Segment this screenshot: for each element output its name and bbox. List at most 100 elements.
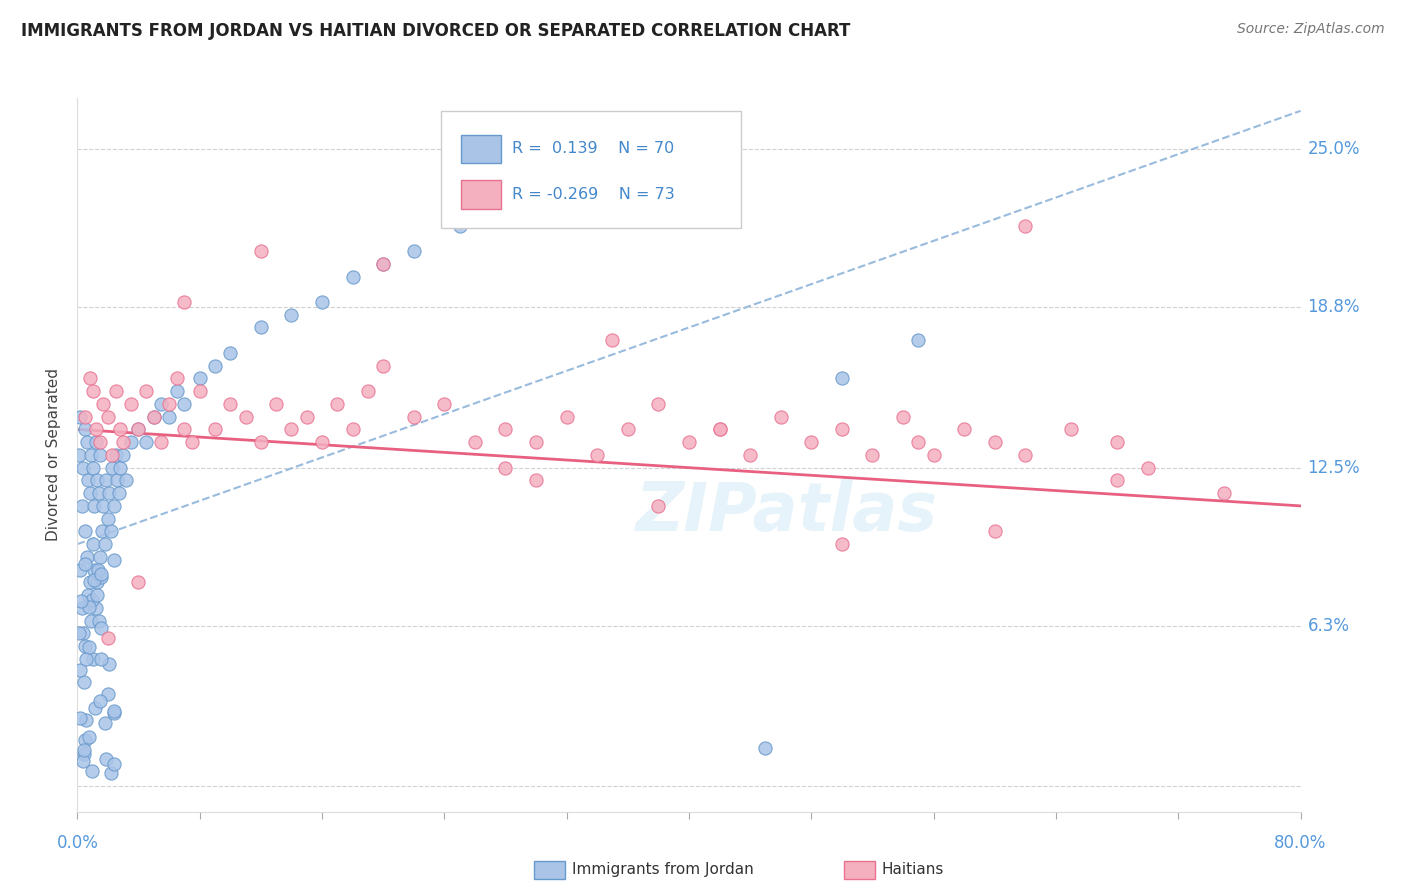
Point [1107,435,1129,450]
Point [91,397,114,411]
Point [524,474,547,488]
Point [357,384,380,399]
Point [173,422,195,436]
Point [166,371,188,385]
Point [107,486,129,500]
Point [70,499,93,513]
Point [70,600,93,615]
Point [91,499,114,513]
Point [235,409,257,424]
Point [402,409,425,424]
Y-axis label: Divorced or Separated: Divorced or Separated [46,368,62,541]
Point [142,409,165,424]
Point [150,435,173,450]
Point [219,346,242,360]
Point [295,409,318,424]
Point [602,333,624,347]
Point [120,397,142,411]
Point [97,511,120,525]
Point [709,422,731,436]
Text: 6.3%: 6.3% [1308,616,1350,635]
Point [984,435,1007,450]
Point [120,435,142,450]
Point [555,409,578,424]
Point [96,687,118,701]
Point [76,435,98,450]
Point [173,295,195,310]
Point [98,657,121,672]
Point [326,397,349,411]
Point [67,448,90,462]
Point [922,448,945,462]
Point [80,614,103,628]
Point [250,435,273,450]
Point [250,244,273,258]
Point [82,652,104,666]
Point [204,359,226,373]
Point [127,575,149,590]
Point [94,537,117,551]
Point [73,557,96,571]
Point [77,588,100,602]
Point [103,704,125,718]
Point [311,435,333,450]
Point [82,384,104,399]
Point [984,524,1007,539]
Point [157,409,180,424]
Point [127,422,149,436]
Point [602,168,624,182]
Point [115,474,138,488]
Point [90,652,112,666]
Point [101,460,124,475]
Point [73,639,96,653]
Text: IMMIGRANTS FROM JORDAN VS HAITIAN DIVORCED OR SEPARATED CORRELATION CHART: IMMIGRANTS FROM JORDAN VS HAITIAN DIVORC… [21,22,851,40]
Point [157,397,180,411]
Point [87,563,110,577]
Point [69,663,91,677]
Point [86,575,108,590]
Point [524,435,547,450]
Point [108,422,131,436]
Point [495,422,517,436]
Point [371,359,394,373]
Point [831,537,853,551]
Text: 12.5%: 12.5% [1308,458,1360,476]
Point [524,193,547,207]
Point [80,448,103,462]
Point [97,632,120,646]
Text: R =  0.139    N = 70: R = 0.139 N = 70 [512,142,673,156]
Point [371,257,394,271]
Point [75,651,97,665]
Point [108,460,131,475]
Point [101,448,124,462]
Point [112,448,135,462]
Point [87,614,110,628]
Point [1014,448,1036,462]
Point [82,460,104,475]
Point [204,422,226,436]
Point [953,422,976,436]
Point [73,409,96,424]
Point [73,422,96,436]
Point [87,486,110,500]
Text: 18.8%: 18.8% [1308,298,1360,316]
Point [166,384,188,399]
Point [80,764,103,778]
Point [79,371,101,385]
Point [280,308,302,322]
Point [100,766,122,780]
Point [86,474,108,488]
Point [83,563,105,577]
Text: Source: ZipAtlas.com: Source: ZipAtlas.com [1237,22,1385,37]
Point [342,269,364,284]
Point [84,600,107,615]
Point [495,460,517,475]
Point [907,333,929,347]
Point [142,409,165,424]
Point [103,706,125,720]
Point [89,435,111,450]
Text: 25.0%: 25.0% [1308,140,1360,158]
Point [127,422,149,436]
Point [219,397,242,411]
Text: R = -0.269    N = 73: R = -0.269 N = 73 [512,187,675,202]
